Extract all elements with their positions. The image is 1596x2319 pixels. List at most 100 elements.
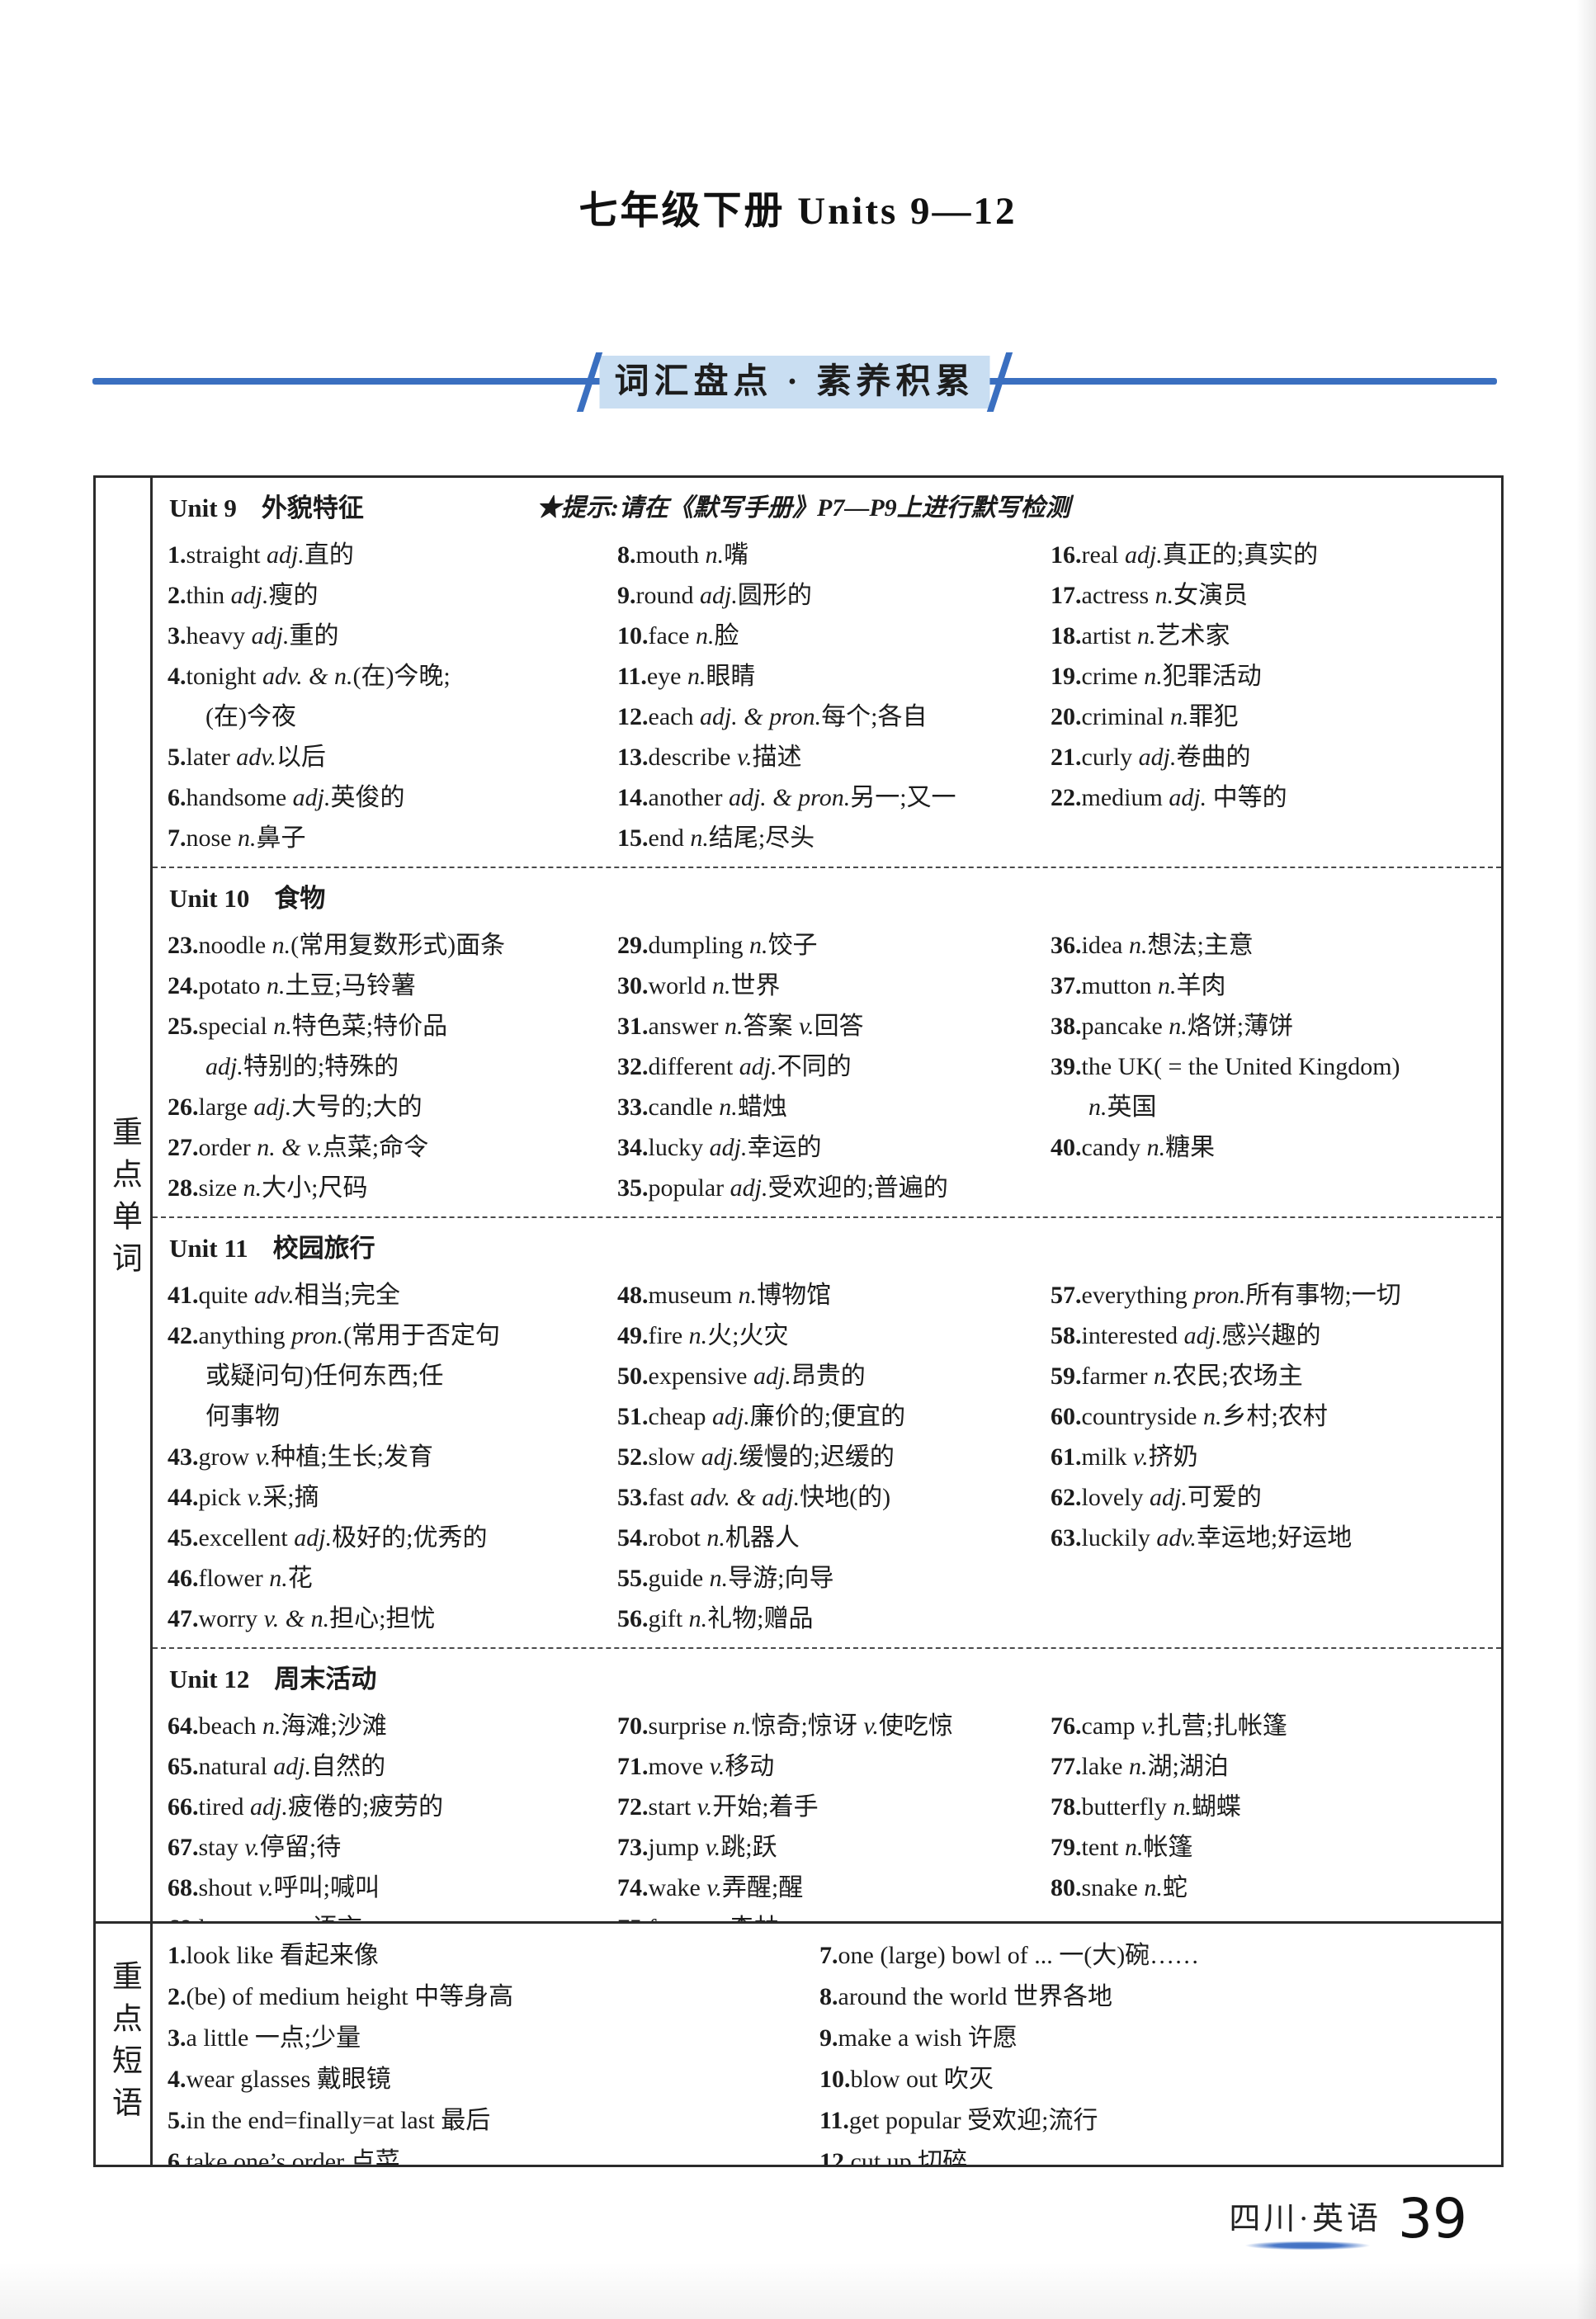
vocab-item: 44.pick v.采;摘 bbox=[168, 1484, 319, 1511]
scan-edge-right bbox=[1576, 0, 1596, 2319]
vocab-column: 23.noodle n.(常用复数形式)面条 24.potato n.土豆;马铃薯… bbox=[168, 925, 617, 1208]
vocab-item: 39.the UK( = the United Kingdom) n.英国 bbox=[1051, 1053, 1400, 1121]
unit-name: Unit 12 bbox=[169, 1665, 250, 1693]
vocab-item: 15.end n.结尾;尽头 bbox=[617, 824, 815, 852]
vocab-column: 36.idea n.想法;主意 37.mutton n.羊肉 38.pancake … bbox=[1051, 925, 1494, 1208]
phrase-item: 2.(be) of medium height 中等身高 bbox=[168, 1983, 514, 2010]
unit-topic: 周末活动 bbox=[274, 1665, 377, 1693]
footer-region-text: 四川·英语 bbox=[1229, 2202, 1382, 2236]
vocab-item: 48.museum n.博物馆 bbox=[617, 1282, 832, 1309]
vocab-column: 1.straight adj.直的 2.thin adj.瘦的 3.heavy ad… bbox=[168, 535, 617, 858]
vocab-item: 37.mutton n.羊肉 bbox=[1051, 972, 1226, 999]
unit-columns: 64.beach n.海滩;沙滩 65.natural adj.自然的 66.tir… bbox=[168, 1706, 1494, 1921]
vocab-item: 13.describe v.描述 bbox=[617, 744, 802, 771]
vocab-item: 16.real adj.真正的;真实的 bbox=[1051, 541, 1319, 569]
phrases-columns: 1.look like 看起来像 2.(be) of medium height … bbox=[168, 1935, 1494, 2165]
unit-section: Unit 12 周末活动 64.beach n.海滩;沙滩 65.natural a… bbox=[153, 1647, 1501, 1921]
vocab-item: 50.expensive adj.昂贵的 bbox=[617, 1363, 866, 1390]
unit-topic: 食物 bbox=[274, 884, 326, 913]
unit-columns: 1.straight adj.直的 2.thin adj.瘦的 3.heavy ad… bbox=[168, 535, 1494, 858]
vocab-item: 79.tent n.帐篷 bbox=[1051, 1834, 1193, 1861]
vocab-item: 3.heavy adj.重的 bbox=[168, 622, 339, 649]
vocab-item: 26.large adj.大号的;大的 bbox=[168, 1093, 423, 1121]
vocab-item: 28.size n.大小;尺码 bbox=[168, 1174, 368, 1202]
vocab-column: 16.real adj.真正的;真实的 17.actress n.女演员 18.ar… bbox=[1051, 535, 1494, 858]
vocab-item: 54.robot n.机器人 bbox=[617, 1524, 800, 1552]
unit-name: Unit 9 bbox=[169, 494, 237, 522]
unit-topic: 外貌特征 bbox=[261, 494, 364, 522]
vocab-item: 80.snake n.蛇 bbox=[1051, 1874, 1188, 1901]
vocab-item: 70.surprise n.惊奇;惊讶 v.使吃惊 bbox=[617, 1712, 953, 1740]
sidebar-words-label: 重点单词 bbox=[106, 1115, 141, 1284]
footer-swoosh-icon bbox=[1227, 2240, 1389, 2251]
phrase-item: 6.take one’s order 点菜 bbox=[168, 2148, 400, 2165]
vocab-item: 47.worry v. & n.担心;担忧 bbox=[168, 1605, 436, 1632]
phrase-item: 7.one (large) bowl of ... 一(大)碗…… bbox=[819, 1942, 1200, 1969]
vocab-item: 23.noodle n.(常用复数形式)面条 bbox=[168, 932, 506, 959]
vocab-item: 72.start v.开始;着手 bbox=[617, 1793, 819, 1821]
sidebar-phrases-label: 重点短语 bbox=[106, 1960, 141, 2128]
vocab-item: 78.butterfly n.蝴蝶 bbox=[1051, 1793, 1241, 1821]
unit-columns: 23.noodle n.(常用复数形式)面条 24.potato n.土豆;马铃薯… bbox=[168, 925, 1494, 1208]
phrase-item: 12.cut up 切碎 bbox=[819, 2148, 968, 2165]
unit-section: Unit 10 食物 23.noodle n.(常用复数形式)面条 24.potat… bbox=[153, 867, 1501, 1216]
vocab-item: 11.eye n.眼睛 bbox=[617, 663, 756, 690]
vocab-item: 14.another adj. & pron.另一;又一 bbox=[617, 784, 956, 811]
vocab-item: 71.move v.移动 bbox=[617, 1753, 775, 1780]
vocab-item: 75.forest n.森林 bbox=[617, 1908, 1051, 1921]
vocab-item: 62.lovely adj.可爱的 bbox=[1051, 1484, 1262, 1511]
vocab-item: 30.world n.世界 bbox=[617, 972, 781, 999]
words-content-cell: Unit 9 外貌特征 ★提示:请在《默写手册》P7—P9上进行默写检测 1.st… bbox=[153, 478, 1501, 1924]
phrase-item: 1.look like 看起来像 bbox=[168, 1942, 379, 1969]
vocab-item: 73.jump v.跳;跃 bbox=[617, 1834, 777, 1861]
vocab-item: 5.later adv.以后 bbox=[168, 744, 326, 771]
vocab-item: 66.tired adj.疲倦的;疲劳的 bbox=[168, 1793, 444, 1821]
vocab-item: 12.each adj. & pron.每个;各自 bbox=[617, 703, 928, 730]
vocab-item: 57.everything pron.所有事物;一切 bbox=[1051, 1282, 1401, 1309]
vocab-item: 56.gift n.礼物;赠品 bbox=[617, 1605, 814, 1632]
vocab-item: 61.milk v.挤奶 bbox=[1051, 1443, 1198, 1471]
vocab-column: 8.mouth n.嘴 9.round adj.圆形的 10.face n.脸 11.… bbox=[617, 535, 1051, 858]
phrase-item: 4.wear glasses 戴眼镜 bbox=[168, 2066, 391, 2093]
units-container: Unit 9 外貌特征 ★提示:请在《默写手册》P7—P9上进行默写检测 1.st… bbox=[153, 489, 1501, 1921]
vocab-item: 41.quite adv.相当;完全 bbox=[168, 1282, 400, 1309]
vocab-column: 48.museum n.博物馆 49.fire n.火;火灾 50.expensiv… bbox=[617, 1275, 1051, 1639]
phrase-item: 3.a little 一点;少量 bbox=[168, 2024, 361, 2052]
vocab-item: 35.popular adj.受欢迎的;普遍的 bbox=[617, 1174, 948, 1202]
vocab-column: 57.everything pron.所有事物;一切 58.interested … bbox=[1051, 1275, 1494, 1639]
phrase-item: 5.in the end=finally=at last 最后 bbox=[168, 2107, 491, 2134]
vocab-item: 7.nose n.鼻子 bbox=[168, 824, 306, 852]
sidebar-phrases-cell: 重点短语 bbox=[96, 1924, 153, 2165]
vocab-item: 63.luckily adv.幸运地;好运地 bbox=[1051, 1524, 1353, 1552]
vocab-item: 29.dumpling n.饺子 bbox=[617, 932, 818, 959]
vocab-item: 64.beach n.海滩;沙滩 bbox=[168, 1712, 387, 1740]
vocab-item: 46.flower n.花 bbox=[168, 1565, 313, 1592]
vocab-item: 19.crime n.犯罪活动 bbox=[1051, 663, 1262, 690]
banner-label-wrap: 词汇盘点 · 素养积累 bbox=[576, 352, 1013, 412]
vocab-item: 38.pancake n.烙饼;薄饼 bbox=[1051, 1013, 1294, 1040]
vocab-item: 76.camp v.扎营;扎帐篷 bbox=[1051, 1712, 1287, 1740]
vocab-item: 17.actress n.女演员 bbox=[1051, 582, 1249, 609]
vocab-item: 6.handsome adj.英俊的 bbox=[168, 784, 405, 811]
banner-label: 词汇盘点 · 素养积累 bbox=[614, 363, 975, 401]
phrases-content-cell: 1.look like 看起来像 2.(be) of medium height … bbox=[153, 1924, 1501, 2165]
vocab-item: 65.natural adj.自然的 bbox=[168, 1753, 386, 1780]
vocab-item: 68.shout v.呼叫;喊叫 bbox=[168, 1874, 380, 1901]
phrase-item: 11.get popular 受欢迎;流行 bbox=[819, 2107, 1098, 2134]
unit-header: Unit 11 校园旅行 bbox=[169, 1230, 1494, 1268]
vocab-item: 10.face n.脸 bbox=[617, 622, 739, 649]
vocab-item: 43.grow v.种植;生长;发育 bbox=[168, 1443, 433, 1471]
unit-header: Unit 9 外貌特征 ★提示:请在《默写手册》P7—P9上进行默写检测 bbox=[169, 489, 1494, 527]
page-title: 七年级下册 Units 9—12 bbox=[578, 190, 1018, 233]
vocab-item: 74.wake v.弄醒;醒 bbox=[617, 1874, 804, 1901]
vocab-item: 34.lucky adj.幸运的 bbox=[617, 1134, 822, 1161]
unit-header: Unit 12 周末活动 bbox=[169, 1660, 1494, 1698]
vocab-item: 18.artist n.艺术家 bbox=[1051, 622, 1230, 649]
unit-section: Unit 11 校园旅行 41.quite adv.相当;完全 42.anythin… bbox=[153, 1216, 1501, 1647]
vocab-item: 33.candle n.蜡烛 bbox=[617, 1093, 787, 1121]
vocab-item: 77.lake n.湖;湖泊 bbox=[1051, 1753, 1229, 1780]
vocab-item: 25.special n.特色菜;特价品 adj.特别的;特殊的 bbox=[168, 1013, 448, 1080]
vocab-item: 32.different adj.不同的 bbox=[617, 1053, 852, 1080]
vocab-item: 31.answer n.答案 v.回答 bbox=[617, 1013, 864, 1040]
sidebar-words-cell: 重点单词 bbox=[96, 478, 153, 1924]
